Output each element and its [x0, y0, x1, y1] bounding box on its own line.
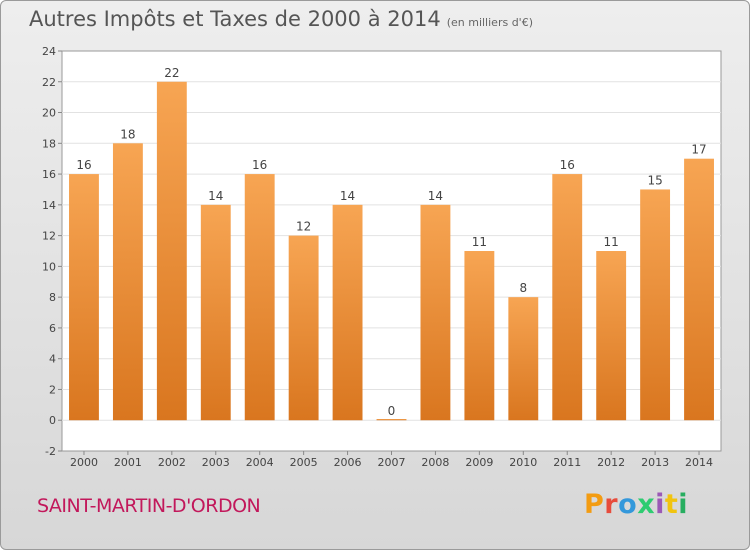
- bar-value-label: 15: [647, 173, 662, 187]
- y-tick-label: 20: [42, 107, 56, 120]
- y-tick-label: 6: [49, 322, 56, 335]
- bar-value-label: 16: [76, 158, 91, 172]
- bar-2002: [156, 81, 187, 421]
- bar-value-label: 22: [164, 66, 179, 80]
- y-tick-label: -2: [45, 445, 56, 458]
- y-tick-label: 2: [49, 383, 56, 396]
- bar-value-label: 8: [519, 281, 527, 295]
- x-tick-label: 2006: [334, 456, 362, 469]
- y-tick-label: 18: [42, 137, 56, 150]
- bar-2001: [112, 143, 143, 421]
- logo-letter: o: [618, 489, 638, 520]
- x-tick-label: 2002: [158, 456, 186, 469]
- bar-value-label: 14: [340, 189, 355, 203]
- x-tick-label: 2007: [378, 456, 406, 469]
- y-tick-label: 8: [49, 291, 56, 304]
- x-tick-label: 2005: [290, 456, 318, 469]
- x-tick-label: 2012: [597, 456, 625, 469]
- bar-value-label: 14: [428, 189, 443, 203]
- bar-value-label: 11: [472, 235, 487, 249]
- bar-value-label: 17: [691, 143, 706, 157]
- bar-value-label: 18: [120, 127, 135, 141]
- bar-value-label: 11: [604, 235, 619, 249]
- y-tick-label: 22: [42, 76, 56, 89]
- bar-value-label: 16: [252, 158, 267, 172]
- bar-value-label: 14: [208, 189, 223, 203]
- x-tick-label: 2004: [246, 456, 274, 469]
- bar-2011: [552, 174, 583, 421]
- x-tick-label: 2013: [641, 456, 669, 469]
- bar-2003: [200, 204, 231, 421]
- bar-2009: [464, 251, 495, 421]
- bar-2013: [640, 189, 671, 421]
- y-tick-label: 4: [49, 353, 56, 366]
- x-tick-label: 2001: [114, 456, 142, 469]
- x-tick-label: 2014: [685, 456, 713, 469]
- logo-letter: P: [584, 489, 605, 520]
- bar-value-label: 12: [296, 220, 311, 234]
- logo-letter: i: [655, 489, 665, 520]
- chart-title: Autres Impôts et Taxes de 2000 à 2014 (en…: [29, 7, 533, 31]
- x-tick-label: 2008: [421, 456, 449, 469]
- bar-2008: [420, 204, 451, 421]
- x-tick-label: 2000: [70, 456, 98, 469]
- logo-letter: x: [637, 489, 656, 520]
- y-tick-label: 12: [42, 230, 56, 243]
- logo-letter: r: [604, 489, 619, 520]
- y-tick-label: 14: [42, 199, 56, 212]
- bar-2000: [69, 174, 99, 421]
- bar-2012: [596, 251, 627, 421]
- y-tick-label: 10: [42, 260, 56, 273]
- x-tick-label: 2010: [509, 456, 537, 469]
- bar-value-label: 0: [388, 404, 396, 418]
- bar-2004: [244, 174, 275, 421]
- proxiti-logo: Proxiti: [584, 489, 688, 520]
- x-tick-label: 2003: [202, 456, 230, 469]
- chart-title-text: Autres Impôts et Taxes de 2000 à 2014: [29, 7, 441, 31]
- x-tick-label: 2011: [553, 456, 581, 469]
- bars: 16 18 22 14 16 12 14 0 14 11 8 16 11 15 17: [69, 66, 714, 421]
- commune-name: SAINT-MARTIN-D'ORDON: [37, 495, 261, 517]
- y-tick-label: 24: [42, 45, 56, 58]
- bar-value-label: 16: [560, 158, 575, 172]
- y-tick-label: 16: [42, 168, 56, 181]
- bar-2014: [684, 158, 714, 421]
- x-axis: 2000 2001 2002 2003 2004 2005 2006 2007 2008 2009…: [70, 451, 713, 469]
- chart-unit: (en milliers d'€): [446, 16, 533, 29]
- y-tick-label: 0: [49, 414, 56, 427]
- x-tick-label: 2009: [465, 456, 493, 469]
- bar-2005: [288, 235, 319, 421]
- bar-2006: [332, 204, 363, 421]
- logo-letter: t: [664, 489, 679, 520]
- bar-2010: [508, 297, 539, 421]
- bar-2007: [376, 419, 407, 421]
- logo-letter: i: [678, 489, 689, 520]
